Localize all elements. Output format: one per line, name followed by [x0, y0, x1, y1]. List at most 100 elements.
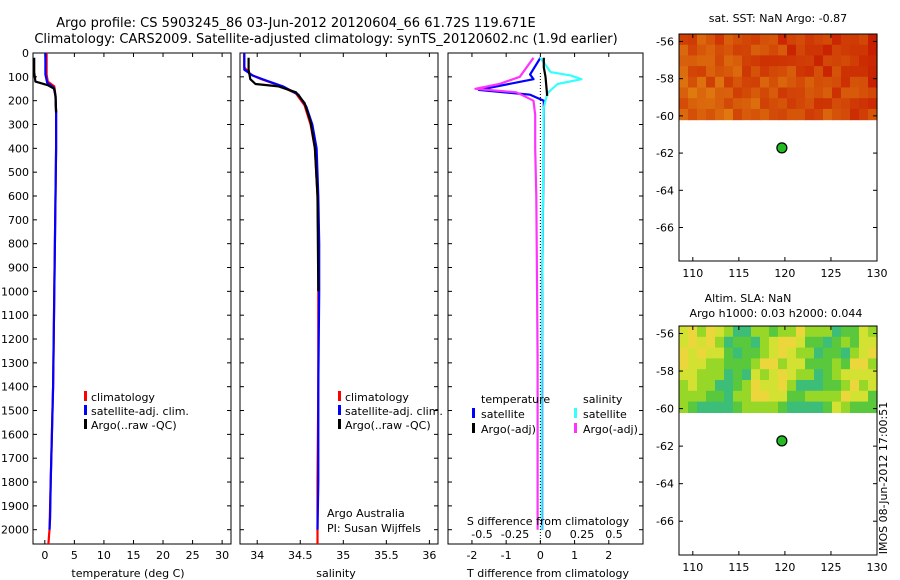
series-line-black: [542, 57, 549, 96]
field-cell: [832, 336, 842, 349]
field-cell: [724, 66, 734, 78]
field-cell: [832, 347, 842, 359]
field-cell: [778, 76, 788, 89]
field-cell: [688, 380, 698, 392]
field-cell: [778, 336, 788, 349]
field-cell: [724, 55, 734, 67]
field-cell: [868, 98, 878, 110]
field-cell: [760, 44, 770, 56]
y-tick-label: -66: [656, 515, 674, 528]
field-cell: [814, 326, 824, 338]
field-cell: [724, 108, 734, 121]
field-cell: [859, 76, 869, 89]
series-line-blue: [44, 53, 58, 530]
field-cell: [706, 336, 716, 349]
field-cell: [733, 76, 743, 89]
x-tick-label: 115: [728, 561, 749, 574]
sst-map-panel: 110 115 120 125 130 -56 -58 -60 -62 -64 -66 sat. SS…: [656, 12, 887, 280]
field-cell: [850, 369, 860, 381]
field-cell: [823, 44, 833, 56]
field-cell: [679, 108, 689, 121]
field-cell: [697, 87, 707, 99]
field-cell: [868, 87, 878, 99]
field-cell: [823, 34, 833, 46]
field-cell: [841, 76, 851, 89]
field-cell: [742, 34, 752, 46]
field-cell: [832, 369, 842, 381]
field-cell: [787, 44, 797, 56]
y-tick-label: 1900: [1, 500, 29, 513]
timestamp-stamp: IMOS 08-Jun-2012 17:00:51: [877, 402, 890, 555]
field-cell: [823, 55, 833, 67]
field-cell: [859, 369, 869, 381]
field-cell: [724, 336, 734, 349]
s-axis-label: S difference from climatology: [467, 515, 630, 528]
field-cell: [688, 44, 698, 56]
field-cell: [751, 358, 761, 370]
field-cell: [742, 401, 752, 413]
field-cell: [688, 369, 698, 381]
field-cell: [760, 347, 770, 359]
field-cell: [751, 44, 761, 56]
field-cell: [769, 380, 779, 392]
plot-frame: [239, 52, 439, 545]
field-cell: [760, 369, 770, 381]
field-cell: [697, 55, 707, 67]
field-cell: [706, 87, 716, 99]
field-cell: [715, 358, 725, 370]
y-tick-label: 300: [8, 119, 29, 132]
field-cell: [742, 44, 752, 56]
legend-label: satellite-adj. clim.: [345, 405, 443, 418]
field-cell: [706, 66, 716, 78]
legend-swatch-magenta: [574, 423, 577, 433]
field-cell: [733, 369, 743, 381]
field-cell: [832, 401, 842, 413]
y-tick-label: -56: [656, 328, 674, 341]
field-cell: [679, 34, 689, 46]
x-axis-label: temperature (deg C): [71, 567, 184, 580]
field-cell: [679, 380, 689, 392]
field-cell: [805, 87, 815, 99]
field-cell: [787, 347, 797, 359]
field-cell: [832, 34, 842, 46]
field-cell: [751, 34, 761, 46]
legend-title: temperature: [481, 393, 550, 406]
series-line-magenta: [474, 57, 539, 530]
field-cell: [787, 66, 797, 78]
field-cell: [850, 87, 860, 99]
field-cell: [697, 390, 707, 403]
y-tick-label: -62: [656, 440, 674, 453]
field-cell: [787, 358, 797, 370]
field-cell: [697, 98, 707, 110]
field-cell: [688, 336, 698, 349]
legend-label: Argo(-adj): [583, 423, 638, 436]
field-cell: [787, 390, 797, 403]
legend-swatch-black: [338, 419, 341, 429]
field-cell: [841, 98, 851, 110]
field-cell: [715, 380, 725, 392]
field-cell: [868, 44, 878, 56]
field-cell: [850, 98, 860, 110]
x-tick-label: 120: [774, 561, 795, 574]
field-cell: [751, 87, 761, 99]
field-cell: [868, 358, 878, 370]
field-cell: [760, 390, 770, 403]
field-cell: [742, 55, 752, 67]
annotation-line: Argo Australia: [327, 507, 405, 520]
field-cell: [688, 66, 698, 78]
field-cell: [868, 326, 878, 338]
x-axis-label: salinity: [316, 567, 356, 580]
field-cell: [724, 87, 734, 99]
field-cell: [679, 326, 689, 338]
field-cell: [859, 66, 869, 78]
x-tick-label: 35.5: [374, 549, 399, 562]
field-cell: [724, 44, 734, 56]
field-cell: [706, 108, 716, 121]
field-cell: [697, 76, 707, 89]
field-cell: [751, 66, 761, 78]
field-cell: [859, 98, 869, 110]
field-cell: [679, 76, 689, 89]
field-cell: [724, 98, 734, 110]
field-cell: [760, 98, 770, 110]
s-tick-label: -0.25: [501, 528, 529, 541]
